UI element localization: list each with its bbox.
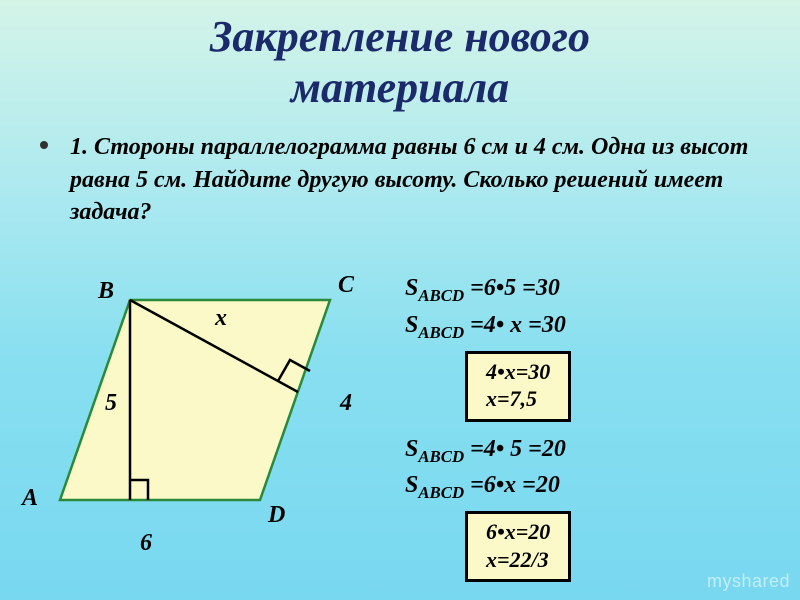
eq1-sub: ABCD [418, 286, 464, 305]
eq2-sub: ABCD [418, 323, 464, 342]
title-line-1: Закрепление нового [210, 12, 590, 61]
eq3-rest: =4• 5 =20 [464, 436, 566, 462]
eq-1: SABCD =6•5 =30 [405, 275, 785, 306]
vertex-A: A [22, 485, 38, 512]
eq2-rest: =4• x =30 [464, 312, 566, 338]
problem-body: 1. Стороны параллелограмма равны 6 см и … [70, 134, 748, 225]
eq1-s: S [405, 275, 418, 301]
height-5-label: 5 [105, 390, 117, 417]
diagram: A B C D 6 4 5 x [20, 280, 380, 580]
eq4-sub: ABCD [418, 483, 464, 502]
box1-l2: x=7,5 [486, 386, 537, 411]
eq-4: SABCD =6•x =20 [405, 472, 785, 503]
eq1-rest: =6•5 =30 [464, 275, 560, 301]
answer-box-1: 4•x=30 x=7,5 [465, 351, 571, 422]
eq4-s: S [405, 472, 418, 498]
problem-text: 1. Стороны параллелограмма равны 6 см и … [0, 113, 800, 228]
vertex-B: B [98, 278, 114, 305]
parallelogram [60, 300, 330, 500]
box2-l2: x=22/3 [486, 547, 549, 572]
vertex-D: D [268, 502, 285, 529]
slide-title: Закрепление нового материала [0, 0, 800, 113]
eq2-s: S [405, 312, 418, 338]
box1-l1: 4•x=30 [486, 359, 550, 384]
title-line-2: материала [291, 63, 509, 112]
vertex-C: C [338, 272, 354, 299]
equations: SABCD =6•5 =30 SABCD =4• x =30 4•x=30 x=… [405, 275, 785, 588]
side-4: 4 [340, 390, 352, 417]
eq3-s: S [405, 436, 418, 462]
eq3-sub: ABCD [418, 446, 464, 465]
eq-2: SABCD =4• x =30 [405, 312, 785, 343]
side-6: 6 [140, 530, 152, 557]
eq-3: SABCD =4• 5 =20 [405, 436, 785, 467]
height-x-label: x [215, 305, 227, 332]
answer-box-2: 6•x=20 x=22/3 [465, 511, 571, 582]
eq4-rest: =6•x =20 [464, 472, 560, 498]
bullet-icon [40, 141, 48, 149]
parallelogram-svg [20, 280, 380, 580]
box2-l1: 6•x=20 [486, 519, 550, 544]
watermark: myshared [707, 571, 790, 592]
